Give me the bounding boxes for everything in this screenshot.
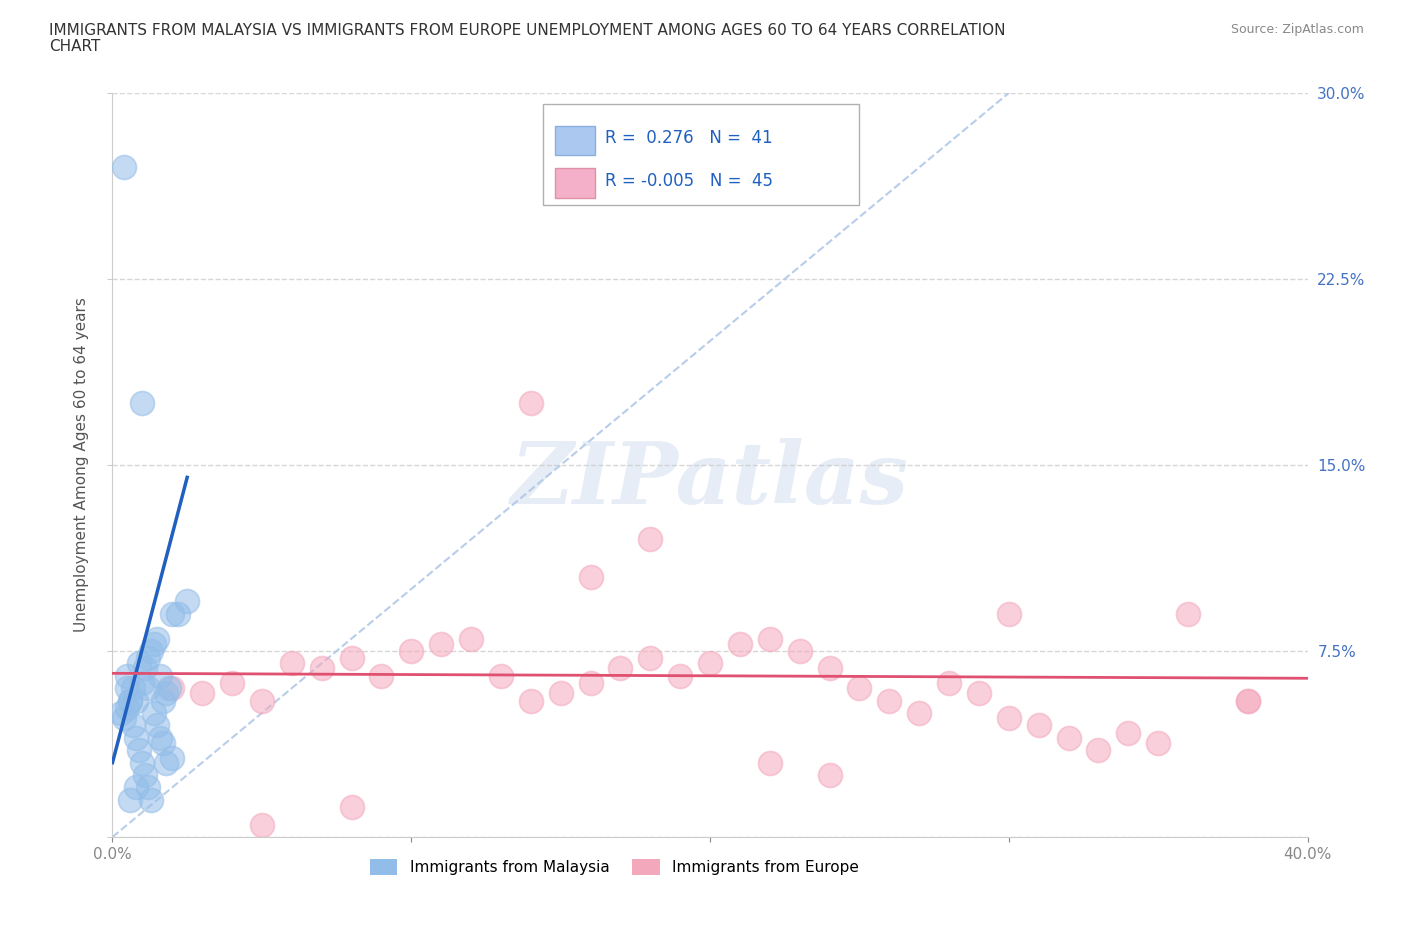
Point	[430, 636, 453, 651]
Point	[128, 656, 150, 671]
Point	[141, 792, 163, 807]
Text: R = -0.005   N =  45: R = -0.005 N = 45	[605, 172, 773, 190]
Point	[125, 730, 148, 745]
Point	[728, 636, 751, 651]
Point	[162, 751, 183, 765]
Point	[1087, 743, 1109, 758]
Point	[157, 681, 180, 696]
Point	[155, 685, 177, 700]
Point	[311, 661, 333, 676]
Text: ZIPatlas: ZIPatlas	[510, 438, 910, 522]
Text: Source: ZipAtlas.com: Source: ZipAtlas.com	[1230, 23, 1364, 36]
Point	[162, 606, 183, 621]
Point	[1177, 606, 1199, 621]
FancyBboxPatch shape	[554, 168, 595, 198]
Point	[117, 700, 139, 715]
Point	[138, 780, 160, 795]
Point	[250, 817, 273, 832]
Point	[131, 755, 153, 770]
Point	[134, 767, 156, 782]
Point	[879, 693, 901, 708]
Legend: Immigrants from Malaysia, Immigrants from Europe: Immigrants from Malaysia, Immigrants fro…	[364, 853, 865, 882]
Point	[120, 693, 142, 708]
Point	[117, 681, 139, 696]
Point	[550, 685, 572, 700]
Point	[640, 651, 662, 666]
Point	[152, 736, 174, 751]
Point	[489, 669, 512, 684]
Point	[669, 669, 692, 684]
Point	[1237, 693, 1260, 708]
Point	[122, 718, 145, 733]
Point	[908, 706, 931, 721]
Point	[110, 706, 132, 721]
Point	[1057, 730, 1080, 745]
Point	[460, 631, 482, 646]
Point	[143, 706, 166, 721]
Point	[1118, 725, 1140, 740]
Point	[250, 693, 273, 708]
Point	[281, 656, 304, 671]
Point	[818, 767, 841, 782]
Point	[579, 569, 602, 584]
Point	[520, 693, 543, 708]
Point	[998, 606, 1021, 621]
Point	[162, 681, 183, 696]
Point	[191, 685, 214, 700]
Point	[125, 780, 148, 795]
Text: CHART: CHART	[49, 39, 101, 54]
Point	[138, 681, 160, 696]
Point	[143, 636, 166, 651]
Point	[967, 685, 990, 700]
FancyBboxPatch shape	[554, 126, 595, 155]
Point	[167, 606, 190, 621]
Point	[152, 693, 174, 708]
Point	[149, 730, 172, 745]
Point	[818, 661, 841, 676]
Point	[998, 711, 1021, 725]
Point	[131, 676, 153, 691]
Point	[848, 681, 870, 696]
Point	[149, 669, 172, 684]
Point	[1147, 736, 1170, 751]
Point	[609, 661, 631, 676]
Point	[789, 644, 811, 658]
Point	[146, 631, 169, 646]
FancyBboxPatch shape	[543, 104, 859, 205]
Point	[520, 395, 543, 410]
Point	[640, 532, 662, 547]
Point	[1237, 693, 1260, 708]
Point	[141, 644, 163, 658]
Point	[340, 800, 363, 815]
Y-axis label: Unemployment Among Ages 60 to 64 years: Unemployment Among Ages 60 to 64 years	[75, 298, 89, 632]
Point	[401, 644, 423, 658]
Point	[759, 631, 782, 646]
Point	[114, 711, 135, 725]
Point	[938, 676, 960, 691]
Point	[176, 594, 198, 609]
Point	[138, 651, 160, 666]
Point	[155, 755, 177, 770]
Point	[114, 160, 135, 175]
Point	[1028, 718, 1050, 733]
Point	[117, 669, 139, 684]
Point	[370, 669, 392, 684]
Point	[131, 395, 153, 410]
Text: R =  0.276   N =  41: R = 0.276 N = 41	[605, 129, 772, 147]
Point	[122, 681, 145, 696]
Point	[120, 693, 142, 708]
Text: IMMIGRANTS FROM MALAYSIA VS IMMIGRANTS FROM EUROPE UNEMPLOYMENT AMONG AGES 60 TO: IMMIGRANTS FROM MALAYSIA VS IMMIGRANTS F…	[49, 23, 1005, 38]
Point	[221, 676, 243, 691]
Point	[759, 755, 782, 770]
Point	[699, 656, 721, 671]
Point	[146, 718, 169, 733]
Point	[579, 676, 602, 691]
Point	[125, 693, 148, 708]
Point	[134, 661, 156, 676]
Point	[120, 792, 142, 807]
Point	[340, 651, 363, 666]
Point	[128, 743, 150, 758]
